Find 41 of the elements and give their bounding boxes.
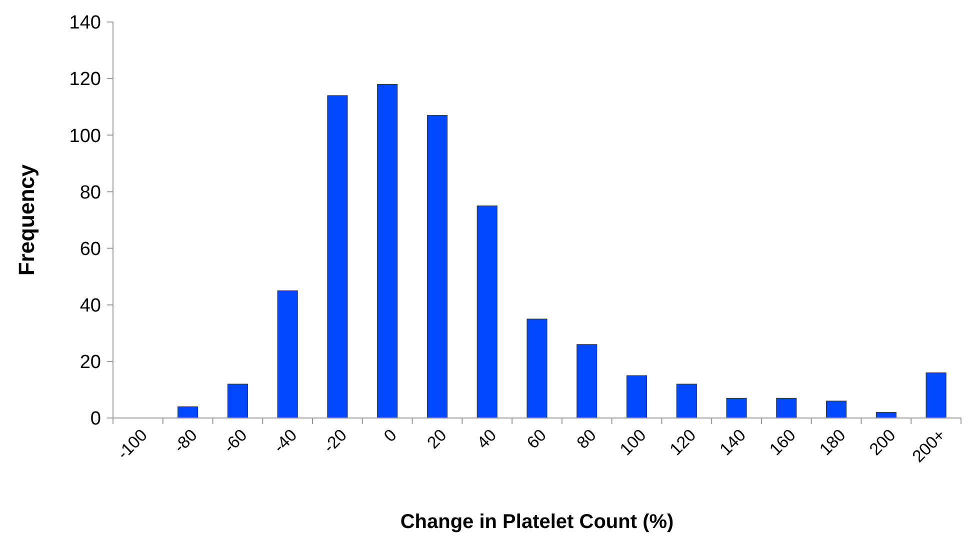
x-tick-label: 100 xyxy=(616,426,650,460)
bar xyxy=(277,290,298,418)
y-axis-title: Frequency xyxy=(14,164,39,276)
bar xyxy=(576,344,598,418)
x-tick-label: 40 xyxy=(473,426,500,452)
x-tick-label: 160 xyxy=(766,426,800,460)
x-tick-label: 200 xyxy=(866,426,900,460)
bar xyxy=(526,318,548,418)
x-tick-label: -80 xyxy=(170,426,201,456)
bar xyxy=(776,398,797,418)
x-tick-label: -20 xyxy=(320,426,351,456)
bar xyxy=(926,372,946,418)
x-tick-label: 0 xyxy=(380,426,400,446)
x-tick-label: 120 xyxy=(666,426,700,460)
bar xyxy=(426,115,448,418)
bar xyxy=(676,384,697,418)
y-tick-label: 0 xyxy=(90,408,101,430)
bar xyxy=(626,375,648,418)
bar xyxy=(227,384,248,418)
x-axis-title: Change in Platelet Count (%) xyxy=(400,511,674,533)
bar xyxy=(377,84,398,418)
x-tick-label: 180 xyxy=(816,426,850,460)
x-tick-label: -40 xyxy=(270,426,301,456)
x-tick-label: 60 xyxy=(523,426,550,452)
bar xyxy=(178,406,198,418)
bar xyxy=(726,398,747,418)
y-tick-label: 100 xyxy=(69,126,101,147)
x-tick-label: -60 xyxy=(220,426,251,456)
y-tick-label: 60 xyxy=(80,238,101,260)
y-tick-label: 140 xyxy=(69,12,101,34)
x-tick-label: -100 xyxy=(113,426,151,464)
bar xyxy=(327,95,348,418)
y-tick-label: 120 xyxy=(69,69,101,90)
x-tick-label: 20 xyxy=(423,426,450,452)
y-tick-label: 20 xyxy=(80,352,101,374)
x-tick-label: 80 xyxy=(573,426,600,452)
y-tick-label: 80 xyxy=(80,182,101,204)
bar xyxy=(826,400,847,418)
bar xyxy=(476,206,498,418)
y-tick-label: 40 xyxy=(80,296,101,317)
x-tick-label: 140 xyxy=(716,426,750,460)
